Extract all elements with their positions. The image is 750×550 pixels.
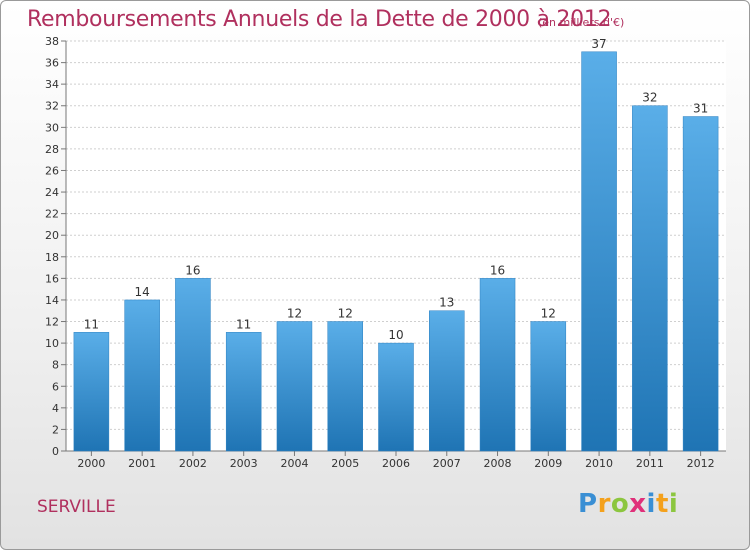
chart-title: Remboursements Annuels de la Dette de 20… bbox=[27, 7, 612, 32]
data-label: 31 bbox=[693, 102, 708, 116]
data-label: 11 bbox=[84, 317, 99, 331]
x-tick-label: 2004 bbox=[280, 457, 308, 470]
y-tick-label: 38 bbox=[45, 35, 59, 48]
y-tick-label: 0 bbox=[52, 445, 59, 458]
x-tick-label: 2001 bbox=[128, 457, 156, 470]
y-tick-label: 8 bbox=[52, 359, 59, 372]
x-tick-label: 2005 bbox=[331, 457, 359, 470]
data-label: 37 bbox=[591, 37, 606, 51]
y-tick-label: 34 bbox=[45, 78, 59, 91]
x-tick-label: 2007 bbox=[433, 457, 461, 470]
y-tick-label: 22 bbox=[45, 208, 59, 221]
data-label: 11 bbox=[236, 317, 251, 331]
data-label: 10 bbox=[388, 328, 403, 342]
bar-2009 bbox=[530, 321, 567, 452]
x-tick-label: 2012 bbox=[687, 457, 715, 470]
y-tick-label: 30 bbox=[45, 121, 59, 134]
chart-subtitle: (en milliers d'€) bbox=[538, 16, 625, 29]
y-tick-label: 10 bbox=[45, 337, 59, 350]
y-tick-label: 24 bbox=[45, 186, 59, 199]
data-label: 16 bbox=[185, 263, 200, 277]
data-label: 16 bbox=[490, 263, 505, 277]
data-label: 14 bbox=[135, 285, 150, 299]
bar-2008 bbox=[479, 278, 516, 452]
y-tick-label: 2 bbox=[52, 423, 59, 436]
bar-2010 bbox=[581, 51, 617, 452]
data-label: 12 bbox=[338, 307, 353, 321]
x-tick-label: 2002 bbox=[179, 457, 207, 470]
data-label: 12 bbox=[541, 307, 556, 321]
y-tick-label: 20 bbox=[45, 229, 59, 242]
bar-2011 bbox=[632, 105, 668, 452]
commune-name: SERVILLE bbox=[37, 497, 116, 517]
y-tick-label: 4 bbox=[52, 402, 59, 415]
y-tick-label: 36 bbox=[45, 57, 59, 70]
x-tick-label: 2006 bbox=[382, 457, 410, 470]
x-tick-label: 2011 bbox=[636, 457, 664, 470]
y-tick-label: 28 bbox=[45, 143, 59, 156]
bar-2000 bbox=[73, 332, 110, 452]
bar-2012 bbox=[682, 116, 719, 452]
y-tick-label: 16 bbox=[45, 272, 59, 285]
x-tick-label: 2003 bbox=[230, 457, 258, 470]
x-tick-label: 2000 bbox=[77, 457, 105, 470]
y-tick-label: 26 bbox=[45, 164, 59, 177]
y-tick-label: 6 bbox=[52, 380, 59, 393]
x-tick-label: 2010 bbox=[585, 457, 613, 470]
x-tick-label: 2008 bbox=[484, 457, 512, 470]
y-tick-label: 32 bbox=[45, 100, 59, 113]
y-tick-label: 12 bbox=[45, 316, 59, 329]
x-tick-label: 2009 bbox=[534, 457, 562, 470]
bar-2004 bbox=[276, 321, 313, 452]
y-tick-label: 18 bbox=[45, 251, 59, 264]
data-label: 13 bbox=[439, 296, 454, 310]
bar-2005 bbox=[327, 321, 363, 452]
bar-2006 bbox=[378, 342, 414, 452]
bar-2003 bbox=[225, 332, 262, 452]
data-label: 32 bbox=[642, 91, 657, 105]
bar-2002 bbox=[175, 278, 211, 452]
proxiti-logo: Proxiti bbox=[578, 489, 679, 519]
bar-2007 bbox=[429, 310, 465, 452]
data-label: 12 bbox=[287, 307, 302, 321]
y-tick-label: 14 bbox=[45, 294, 59, 307]
bar-2001 bbox=[124, 299, 160, 452]
